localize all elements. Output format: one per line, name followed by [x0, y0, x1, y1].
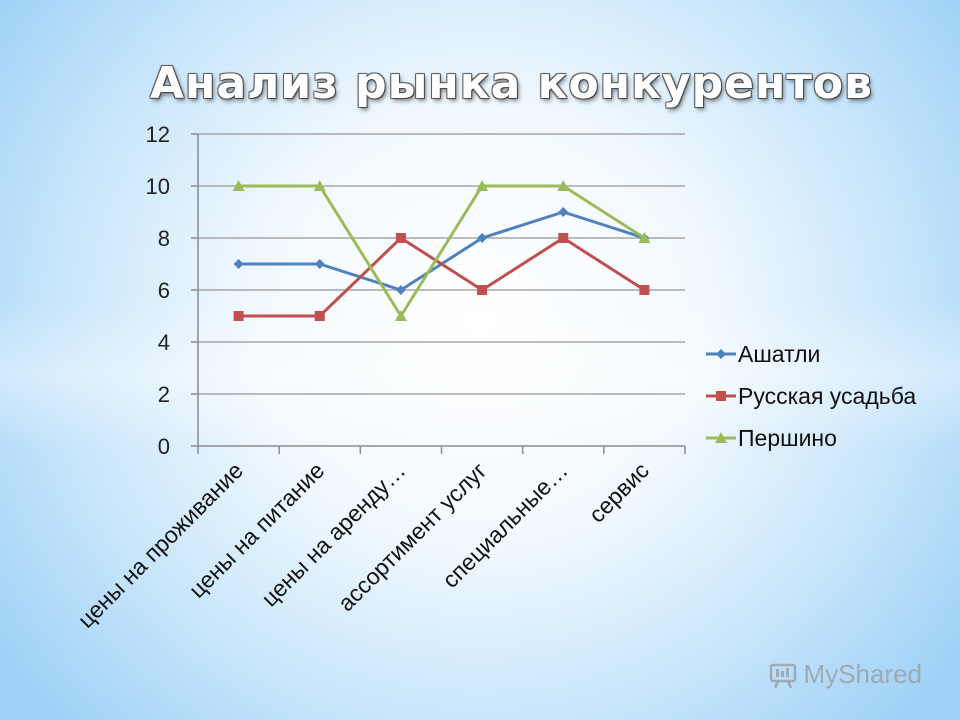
- legend-label: Ашатли: [738, 341, 820, 367]
- data-point-triangle: [715, 432, 727, 443]
- legend-item: Першино: [706, 425, 837, 451]
- y-tick-label: 8: [158, 226, 170, 251]
- data-point-square: [716, 391, 726, 401]
- data-point-triangle: [394, 310, 407, 321]
- watermark: MyShared: [768, 659, 923, 690]
- x-tick-label: ассортимент услуг: [333, 457, 492, 616]
- series-line: [238, 236, 646, 318]
- data-point-triangle: [638, 232, 651, 243]
- data-point-diamond: [314, 259, 325, 269]
- x-tick-label: сервис: [583, 457, 653, 527]
- data-point-diamond: [558, 207, 569, 217]
- data-point-square: [395, 233, 406, 243]
- data-point-diamond: [716, 349, 726, 359]
- data-point-triangle: [476, 180, 489, 191]
- legend-label: Русская усадьба: [738, 383, 916, 409]
- y-tick-label: 12: [146, 122, 170, 147]
- data-point-square: [639, 285, 650, 295]
- y-tick-label: 10: [146, 174, 170, 199]
- data-point-triangle: [232, 180, 245, 191]
- data-point-square: [314, 311, 325, 321]
- data-point-diamond: [477, 233, 488, 243]
- data-point-square: [477, 285, 488, 295]
- legend-item: Ашатли: [706, 341, 820, 367]
- data-point-diamond: [233, 259, 244, 269]
- data-point-square: [233, 311, 244, 321]
- presentation-icon: [769, 663, 796, 688]
- legend: Ашатли Русская усадьба Першино: [706, 341, 916, 451]
- series-line: [238, 184, 646, 318]
- series-lines: [232, 180, 651, 321]
- x-tick-label: цены на питание: [184, 457, 330, 603]
- y-tick-labels: 0 2 4 6 8 10 12: [146, 122, 170, 459]
- data-point-triangle: [313, 180, 326, 191]
- axes: [191, 133, 686, 454]
- x-tick-label: цены на аренду…: [256, 457, 410, 611]
- data-point-square: [558, 233, 569, 243]
- series-2: [233, 233, 650, 321]
- y-tick-label: 4: [158, 330, 170, 355]
- y-tick-label: 6: [158, 278, 170, 303]
- legend-item: Русская усадьба: [706, 383, 916, 409]
- y-tick-label: 0: [158, 434, 170, 459]
- y-tick-label: 2: [158, 382, 170, 407]
- watermark-text: MyShared: [803, 659, 923, 689]
- series-3: [232, 180, 651, 321]
- slide-title: Анализ рынка конкурентов: [150, 58, 873, 109]
- data-point-triangle: [557, 180, 570, 191]
- data-point-diamond: [395, 285, 406, 295]
- legend-label: Першино: [738, 425, 837, 451]
